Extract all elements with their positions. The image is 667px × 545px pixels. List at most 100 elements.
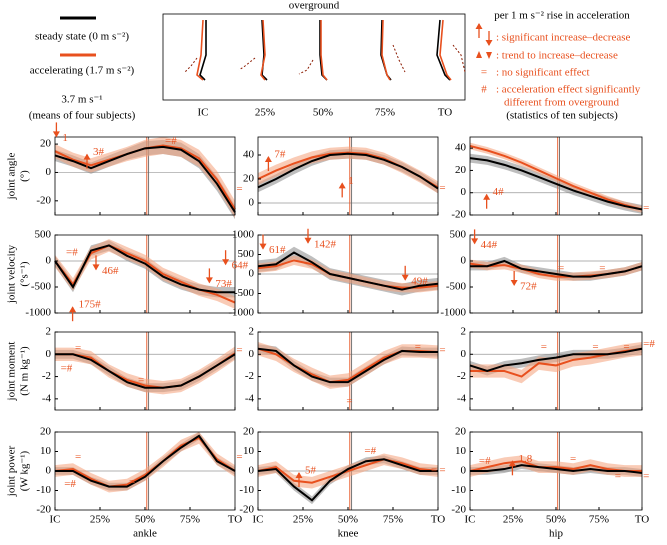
y-tick-label: 500: [238, 248, 255, 260]
x-tick-label: 75%: [589, 514, 609, 526]
y-tick-label: -10: [451, 484, 466, 496]
y-tick-label: -20: [451, 504, 466, 516]
annotation: 49#: [411, 275, 428, 287]
x-tick-label: TO: [635, 514, 650, 526]
y-tick-label: -10: [36, 484, 51, 496]
phase-label: 25%: [255, 107, 275, 119]
y-tick-label: 2: [249, 326, 255, 338]
annotation: =: [541, 341, 547, 353]
y-tick-label: 10: [243, 445, 255, 457]
annotation: 5#: [305, 465, 317, 477]
y-tick-label: 10: [40, 445, 52, 457]
stick-orange: [196, 19, 204, 81]
phase-label: 75%: [375, 107, 395, 119]
annotation: 1: [348, 175, 354, 187]
x-tick-label: 25%: [90, 514, 110, 526]
x-tick-label: IC: [253, 514, 264, 526]
series-line: [469, 157, 643, 211]
arrow-head: [259, 243, 267, 250]
annotation: =: [236, 344, 242, 356]
sd-band: [258, 455, 438, 505]
stick-swing: [452, 44, 466, 73]
y-tick-label: 0: [46, 166, 52, 178]
annotation: 72#: [520, 281, 537, 293]
trend-head: [476, 51, 482, 58]
legend-note: (means of four subjects): [29, 110, 136, 122]
annotation: 44#: [481, 239, 498, 251]
arrow-head: [508, 460, 516, 467]
arrow-head: [222, 259, 230, 266]
key-label: : trend to increase–decrease: [496, 50, 618, 62]
sd-band: [55, 137, 235, 218]
phase-label: TO: [438, 107, 453, 119]
x-tick-label: 25%: [503, 514, 523, 526]
arrow-head: [401, 274, 409, 281]
key-label: : significant increase–decrease: [496, 32, 630, 44]
annotation: =#: [643, 338, 655, 350]
x-tick-label: 50%: [338, 514, 358, 526]
y-axis-label: (N m kg⁻¹): [19, 346, 31, 396]
stick-orange: [320, 20, 328, 81]
y-tick-label: 1000: [232, 229, 255, 241]
arrow-head: [52, 131, 60, 138]
phase-label: IC: [198, 107, 209, 119]
y-tick-label: 500: [450, 229, 467, 241]
key-label: : no significant effect: [496, 67, 590, 79]
key-label: : acceleration effect significantly: [496, 84, 641, 96]
annotation: =#: [66, 247, 78, 259]
y-tick-label: -4: [42, 392, 52, 404]
stick-swing: [392, 44, 406, 73]
x-tick-label: 75%: [383, 514, 403, 526]
stick-swing: [298, 59, 314, 75]
sd-band: [55, 346, 235, 395]
x-tick-label: 75%: [180, 514, 200, 526]
annotation: =: [236, 183, 242, 195]
series-line: [257, 152, 439, 190]
annotation: =: [558, 262, 564, 274]
annotation: 7#: [274, 149, 286, 161]
y-tick-label: 20: [455, 426, 467, 438]
sd-band: [55, 432, 235, 493]
annotation: =: [129, 476, 135, 488]
annotation: =: [439, 182, 445, 194]
x-tick-label: TO: [228, 514, 243, 526]
x-tick-label: 50%: [546, 514, 566, 526]
y-tick-label: -1000: [440, 307, 466, 319]
arrow-head: [304, 237, 312, 244]
annotation: 1: [62, 132, 68, 144]
y-axis-label: (°s⁻¹): [19, 261, 31, 286]
arrow-head: [264, 156, 272, 162]
y-tick-label: -1000: [228, 307, 254, 319]
y-tick-label: -4: [457, 392, 467, 404]
key-note: (statistics of ten subjects): [506, 110, 618, 122]
annotation: =#: [479, 455, 491, 467]
stick-orange: [439, 19, 452, 81]
arrow-head: [69, 306, 77, 313]
stick-black: [199, 20, 207, 81]
arrow-head: [485, 40, 493, 46]
annotation: =#: [165, 135, 177, 147]
legend-label: accelerating (1.7 m s⁻²): [30, 65, 135, 77]
annotation: =: [599, 262, 605, 274]
key-label: different from overground: [504, 97, 620, 109]
legend-label: steady state (0 m s⁻²): [35, 31, 129, 43]
series-line: [257, 458, 439, 484]
x-axis-label: hip: [549, 528, 564, 540]
y-tick-label: -4: [245, 392, 255, 404]
arrow-head: [471, 238, 479, 245]
y-tick-label: 20: [40, 426, 52, 438]
y-axis-label: joint angle: [6, 153, 18, 201]
series-line: [257, 458, 438, 502]
y-tick-label: 0: [461, 255, 467, 267]
y-tick-label: 0: [461, 348, 467, 360]
phase-label: 50%: [313, 107, 333, 119]
y-tick-label: 20: [243, 173, 255, 185]
y-tick-label: 500: [35, 229, 52, 241]
stick-swing: [238, 57, 256, 71]
annotation: 3#: [93, 146, 105, 158]
x-axis-label: ankle: [133, 528, 157, 540]
y-tick-label: -10: [239, 484, 254, 496]
annotation: =#: [364, 445, 376, 457]
y-tick-label: 20: [455, 164, 467, 176]
y-tick-label: 10: [455, 445, 467, 457]
